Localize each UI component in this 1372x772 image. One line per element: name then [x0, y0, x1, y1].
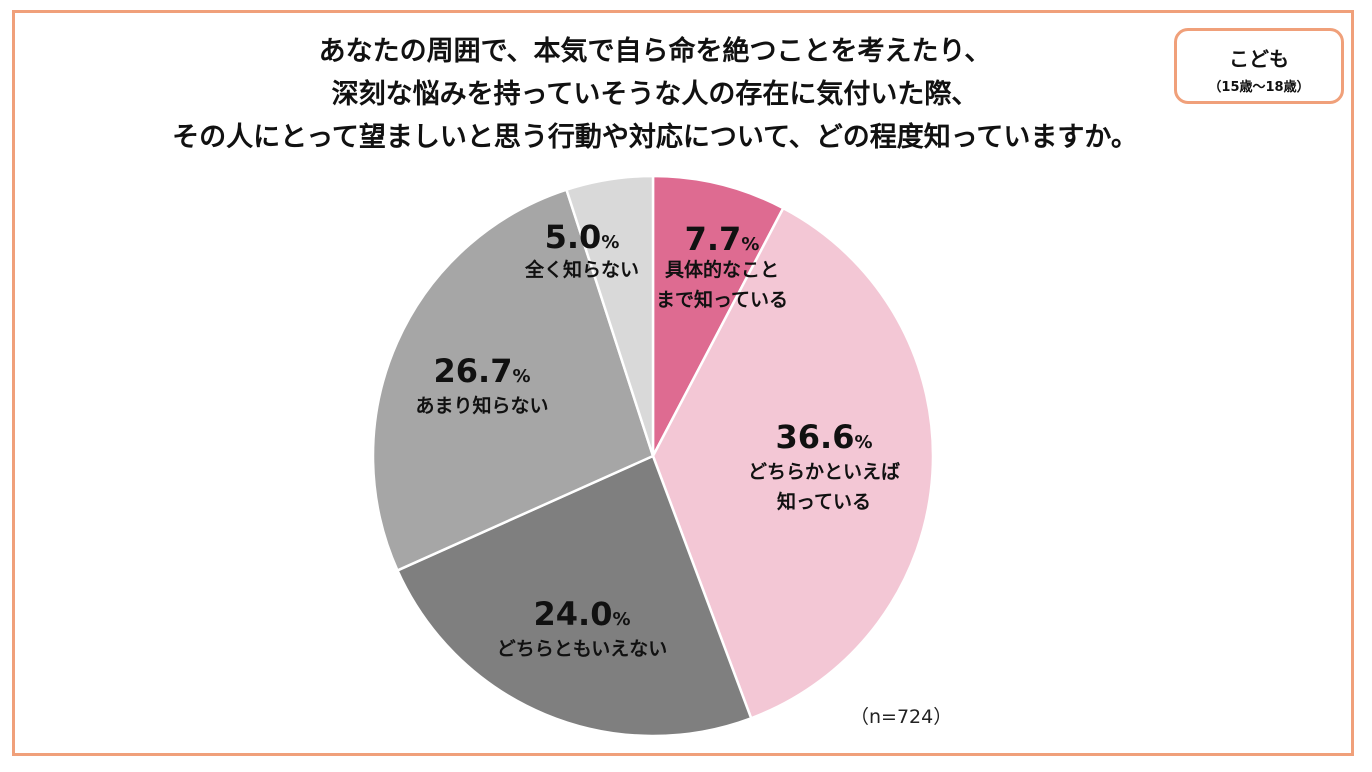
slice-value-4: 5.0%	[545, 218, 620, 256]
sample-size-note: （n=724）	[850, 706, 953, 728]
slice-value-number-2: 24.0	[534, 595, 613, 633]
title-line-1: あなたの周囲で、本気で自ら命を絶つことを考えたり、	[318, 36, 992, 67]
pie-slice-1	[651, 206, 935, 720]
badge-label: こども	[1229, 47, 1289, 71]
slice-category-4-line-0: 全く知らない	[524, 258, 639, 281]
slice-label-4: 5.0%全く知らない	[524, 218, 639, 281]
slice-value-number-0: 7.7	[685, 220, 742, 258]
slice-label-3: 26.7% あまり知らない	[415, 352, 548, 417]
slice-value-unit-3: %	[512, 366, 530, 387]
slice-category-0-line-1: まで知っている	[656, 288, 788, 311]
slice-value-2: 24.0%	[534, 595, 631, 633]
slice-value-1: 36.6%	[776, 418, 873, 456]
slice-value-0: 7.7%	[685, 220, 760, 258]
pie-slice-0	[651, 174, 785, 457]
slice-category-2-line-0: どちらともいえない	[497, 638, 668, 660]
slice-value-unit-2: %	[612, 609, 630, 630]
slice-value-number-1: 36.6	[776, 418, 855, 456]
slice-category-1-line-1: 知っている	[777, 490, 871, 513]
respondent-badge: こども （15歳～18歳）	[1174, 28, 1344, 104]
pie-slice-3	[371, 188, 655, 573]
chart-title: あなたの周囲で、本気で自ら命を絶つことを考えたり、 深刻な悩みを持っていそうな人…	[100, 30, 1210, 159]
slice-label-2: 24.0% どちらともいえない	[497, 595, 668, 660]
badge-sublabel: （15歳～18歳）	[1208, 80, 1310, 95]
slice-value-number-4: 5.0	[545, 218, 602, 256]
slice-category-0-line-0: 具体的なこと	[665, 258, 779, 281]
slice-value-number-3: 26.7	[434, 352, 513, 390]
slice-value-unit-4: %	[601, 232, 619, 253]
outer-frame	[12, 10, 1354, 756]
slice-value-unit-1: %	[854, 432, 872, 453]
title-line-3: その人にとって望ましいと思う行動や対応について、どの程度知っていますか。	[172, 122, 1138, 153]
title-line-2: 深刻な悩みを持っていそうな人の存在に気付いた際、	[331, 79, 979, 110]
pie-slice-2	[395, 454, 753, 738]
pie-slice-4	[564, 174, 655, 457]
slice-category-3-line-0: あまり知らない	[415, 394, 548, 417]
slice-value-unit-0: %	[741, 234, 759, 255]
slice-category-1-line-0: どちらかといえば	[748, 461, 900, 483]
slice-value-3: 26.7%	[434, 352, 531, 390]
